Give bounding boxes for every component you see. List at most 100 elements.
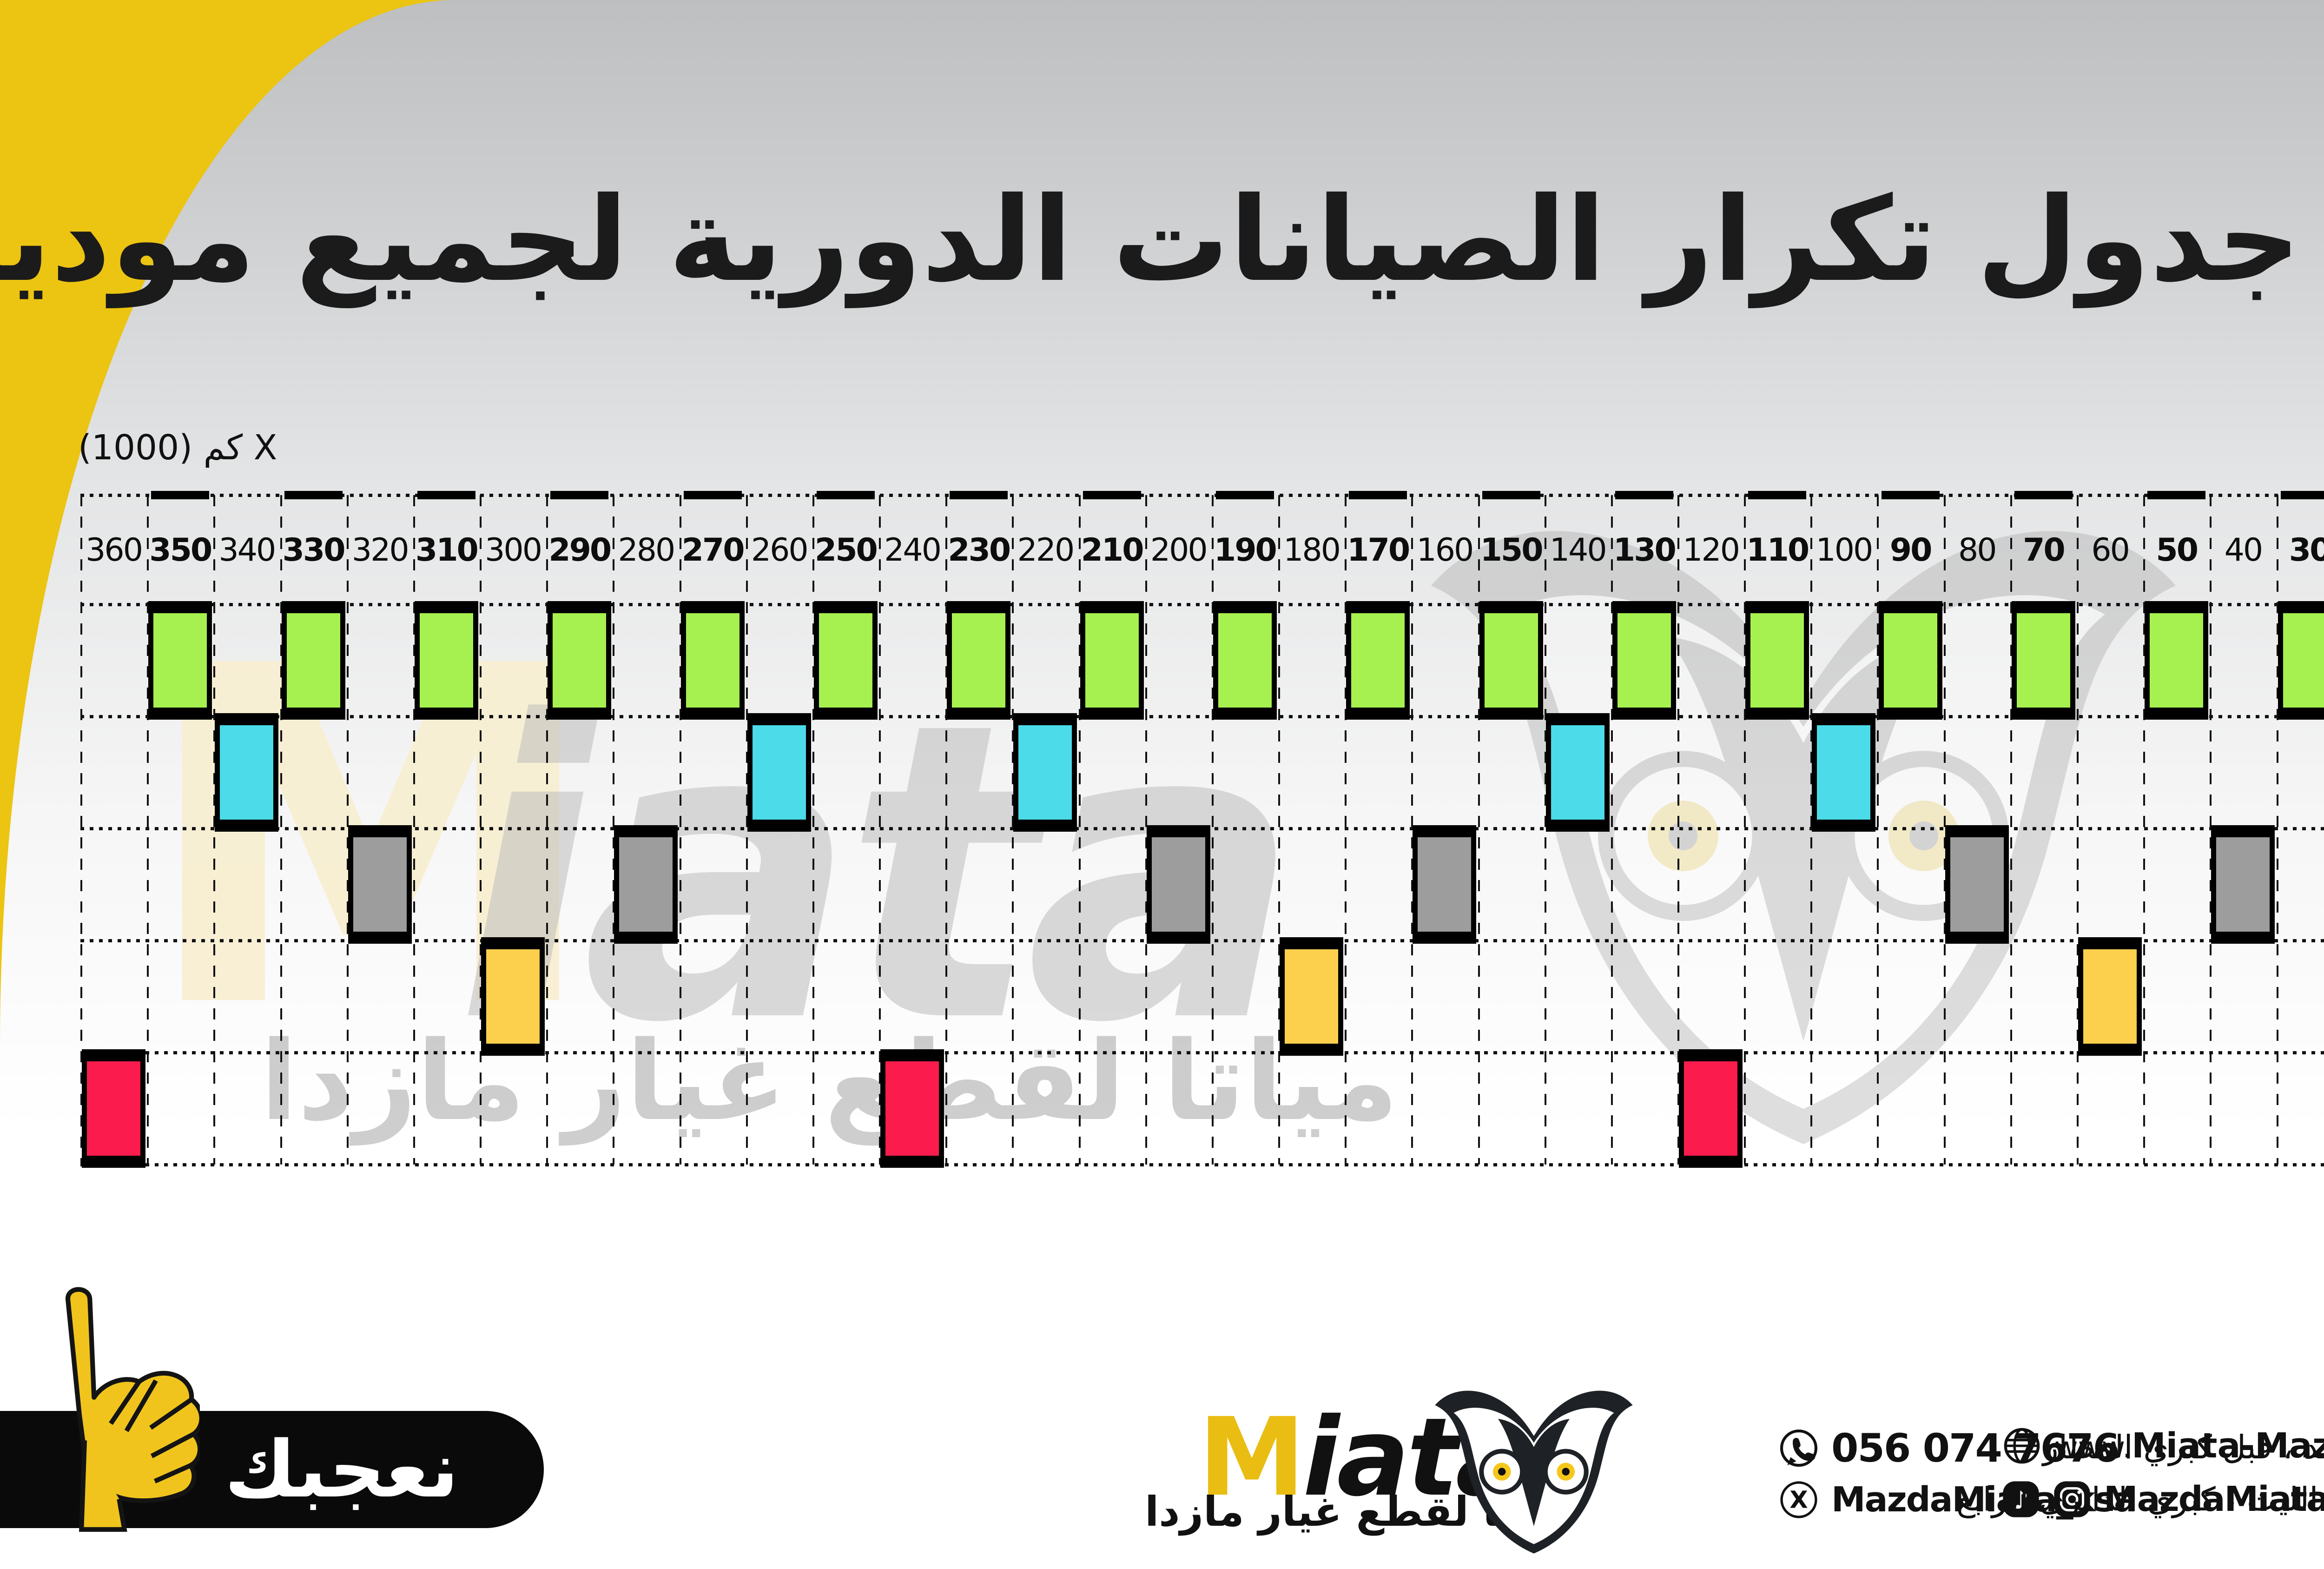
header-tick	[950, 491, 1008, 499]
column-header: 350	[149, 531, 212, 569]
schedule-block-10k-90	[1878, 601, 1942, 720]
schedule-block-10k-70	[2011, 601, 2075, 720]
column-header: 150	[1480, 531, 1544, 569]
globe-icon	[2004, 1428, 2040, 1464]
schedule-block-40k-200	[1146, 825, 1210, 944]
schedule-block-20k-140	[1545, 713, 1610, 832]
website-contact: www.Miata-Mazda.com	[2001, 1425, 2324, 1466]
whatsapp-icon	[1780, 1429, 1818, 1467]
social-handle: MazdaMiata.ksa	[2104, 1479, 2324, 1519]
maintenance-schedule-grid: 360 350 340 330 320 310 300 290 280 270 260 250 240 2…	[80, 491, 2324, 1168]
header-tick	[1615, 491, 1673, 499]
column-header: 30	[2289, 531, 2324, 569]
column-header: 180	[1283, 531, 1341, 569]
address-makkah-rest: - طريق الليث ، كبري الدائري الرابع	[1956, 1480, 2324, 1518]
column-header: 360	[86, 531, 143, 569]
schedule-block-10k-270	[680, 601, 745, 720]
header-tick	[816, 491, 875, 499]
column-header: 300	[485, 531, 542, 569]
column-header: 260	[751, 531, 809, 569]
column-header: 80	[1958, 531, 1997, 569]
schedule-block-60k-60	[2078, 937, 2142, 1056]
schedule-block-120k-240	[880, 1049, 944, 1168]
pointing-hand-icon	[65, 1287, 200, 1532]
schedule-block-10k-250	[813, 601, 878, 720]
grid-hline	[80, 603, 2324, 606]
x-axis-unit-label: كم (1000) X	[78, 428, 277, 468]
header-tick	[1349, 491, 1407, 499]
schedule-block-10k-330	[281, 601, 345, 720]
grid-hline	[80, 715, 2324, 718]
schedule-block-10k-350	[148, 601, 212, 720]
schedule-block-10k-130	[1612, 601, 1676, 720]
column-header: 340	[218, 531, 277, 569]
column-header: 160	[1416, 531, 1474, 569]
address-makkah: مكة المكرمة - طريق الليث ، كبري الدائري …	[1956, 1480, 2324, 1518]
column-header: 60	[2091, 531, 2130, 569]
svg-text:♪: ♪	[2013, 1487, 2028, 1515]
schedule-block-10k-210	[1080, 601, 1144, 720]
header-tick	[284, 491, 343, 499]
schedule-block-10k-190	[1213, 601, 1277, 720]
schedule-block-120k-360	[82, 1049, 146, 1168]
like-badge-label: نعجبك	[224, 1424, 459, 1515]
schedule-block-10k-110	[1745, 601, 1809, 720]
schedule-block-40k-80	[1945, 825, 2009, 944]
schedule-block-20k-220	[1013, 713, 1077, 832]
header-tick	[1083, 491, 1141, 499]
schedule-block-40k-160	[1413, 825, 1477, 944]
schedule-block-60k-180	[1280, 937, 1344, 1056]
schedule-block-20k-100	[1812, 713, 1876, 832]
column-header: 280	[618, 531, 676, 569]
column-header: 310	[415, 531, 479, 569]
header-tick	[151, 491, 210, 499]
schedule-block-120k-120	[1679, 1049, 1743, 1168]
column-header: 320	[351, 531, 409, 569]
header-tick	[2147, 491, 2206, 499]
column-header: 90	[1889, 531, 1933, 569]
phone-number: 056 074 7676	[1831, 1425, 2120, 1471]
x-twitter-icon: X	[1780, 1481, 1817, 1518]
schedule-block-10k-290	[548, 601, 612, 720]
grid-hline	[80, 494, 2324, 497]
grid-hline	[80, 1051, 2324, 1054]
schedule-block-40k-280	[614, 825, 678, 944]
schedule-block-20k-340	[215, 713, 279, 832]
column-header: 170	[1347, 531, 1410, 569]
website-www: www.	[2054, 1430, 2132, 1464]
header-tick	[1748, 491, 1807, 499]
column-header: 130	[1613, 531, 1677, 569]
brand-owl-icon	[1435, 1390, 1633, 1554]
header-tick	[1482, 491, 1540, 499]
column-header: 200	[1150, 531, 1208, 569]
column-header: 210	[1081, 531, 1144, 569]
column-header: 220	[1017, 531, 1075, 569]
column-header: 270	[681, 531, 745, 569]
header-tick	[1881, 491, 1940, 499]
column-header: 120	[1683, 531, 1740, 569]
schedule-block-20k-260	[747, 713, 811, 832]
website-domain: Miata-Mazda	[2132, 1426, 2324, 1466]
page-title: جدول تكرار الصيانات الدورية لجميع موديلا…	[0, 172, 2301, 307]
column-header: 240	[884, 531, 942, 569]
column-header: 250	[814, 531, 878, 569]
header-tick	[550, 491, 609, 499]
schedule-block-10k-30	[2278, 601, 2324, 720]
column-header: 140	[1549, 531, 1607, 569]
header-tick	[1215, 491, 1274, 499]
website-url: www.Miata-Mazda.com	[2054, 1426, 2324, 1466]
schedule-block-40k-320	[348, 825, 412, 944]
social-contact: ♪ MazdaMiata.ksa	[2001, 1479, 2324, 1519]
column-header: 290	[548, 531, 612, 569]
schedule-block-10k-310	[414, 601, 478, 720]
schedule-block-10k-170	[1346, 601, 1410, 720]
column-header: 330	[282, 531, 346, 569]
schedule-block-10k-50	[2145, 601, 2209, 720]
column-header: 100	[1816, 531, 1874, 569]
schedule-block-10k-150	[1479, 601, 1543, 720]
header-tick	[2280, 491, 2324, 499]
whatsapp-contact: 056 074 7676	[1778, 1425, 2120, 1471]
instagram-icon	[2054, 1481, 2090, 1517]
